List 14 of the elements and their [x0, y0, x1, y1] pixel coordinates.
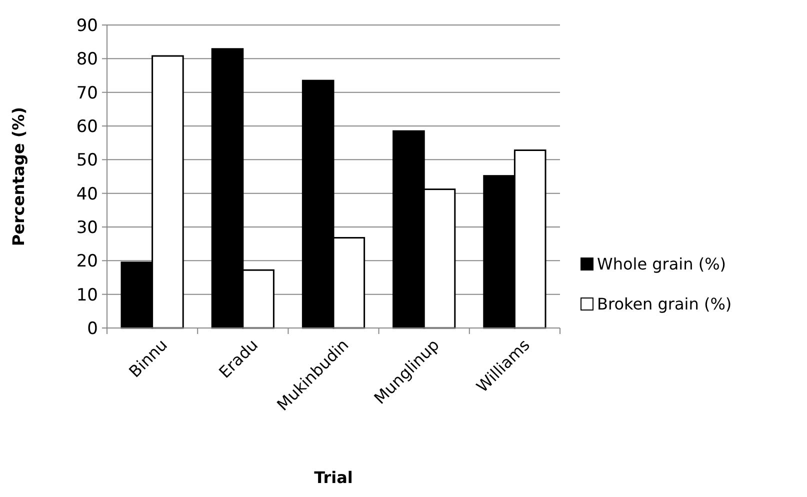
legend-label: Broken grain (%): [597, 294, 732, 314]
y-tick-label: 40: [76, 184, 98, 204]
y-tick-label: 50: [76, 150, 98, 171]
y-tick-label: 80: [76, 50, 98, 70]
y-tick-label: 20: [76, 252, 98, 272]
y-tick-label: 0: [87, 318, 98, 339]
legend-label: Whole grain (%): [597, 254, 726, 274]
y-tick-label: 90: [76, 16, 98, 36]
y-axis-title: Percentage (%): [9, 106, 28, 246]
y-tick-label: 30: [76, 218, 98, 238]
y-tick-label: 60: [76, 116, 98, 137]
y-tick-label: 70: [76, 83, 98, 104]
x-axis-title: Trial: [314, 468, 353, 487]
y-tick-label: 10: [76, 285, 98, 306]
